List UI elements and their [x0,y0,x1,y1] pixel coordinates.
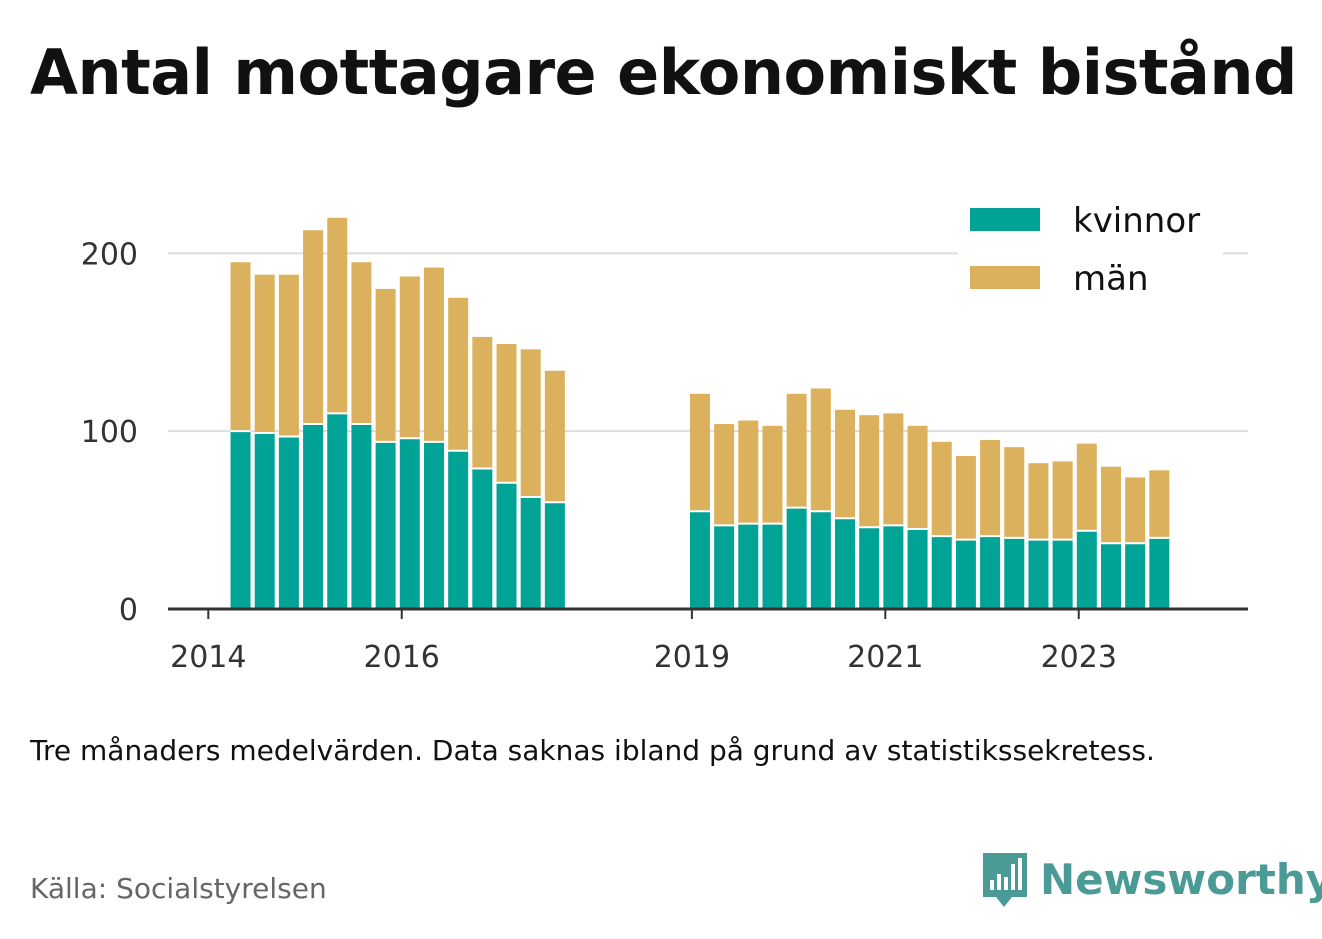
legend-swatch-man [970,266,1040,289]
bar-man-2015-05 [327,217,348,414]
bar-kvinnor-2014-11 [278,436,299,609]
bar-kvinnor-2019-05 [714,525,735,609]
bar-man-2017-05 [520,349,541,497]
bar-kvinnor-2014-08 [254,432,275,609]
bar-kvinnor-2022-11 [1052,539,1073,609]
bar-man-2023-02 [1076,443,1097,531]
bar-kvinnor-2022-02 [980,536,1001,609]
bar-kvinnor-2021-08 [931,536,952,609]
bar-kvinnor-2021-05 [907,528,928,609]
bar-man-2014-05 [230,262,251,432]
bar-man-2022-08 [1028,463,1049,540]
x-tick-label: 2021 [847,640,923,675]
bar-man-2015-11 [375,288,396,442]
bar-man-2021-08 [931,441,952,537]
bar-kvinnor-2015-02 [303,424,324,609]
bar-kvinnor-2023-11 [1149,537,1170,609]
legend: kvinnor män [958,195,1223,310]
bar-man-2014-11 [278,274,299,437]
bar-kvinnor-2022-08 [1028,539,1049,609]
bar-man-2020-11 [859,415,880,528]
y-tick-label: 0 [119,593,138,628]
bar-chart-speech-bubble-icon [983,853,1027,907]
bar-man-2022-02 [980,440,1001,537]
bar-kvinnor-2021-02 [883,525,904,609]
bar-man-2017-08 [544,370,565,503]
bar-man-2015-02 [303,230,324,425]
bar-man-2019-11 [762,425,783,524]
bar-man-2019-02 [689,393,710,512]
bars [230,217,1170,609]
bar-man-2020-02 [786,393,807,508]
source-text: Källa: Socialstyrelsen [30,872,327,905]
brand-name: Newsworthy [1040,854,1322,904]
y-tick-label: 200 [81,237,138,272]
y-tick-label: 100 [81,415,138,450]
bar-kvinnor-2019-08 [738,523,759,609]
legend-swatch-kvinnor [970,208,1040,231]
x-tick-label: 2016 [364,640,440,675]
bar-kvinnor-2016-11 [472,468,493,609]
bar-man-2021-11 [955,456,976,540]
bar-kvinnor-2023-02 [1076,530,1097,609]
bar-kvinnor-2023-05 [1100,543,1121,609]
bar-man-2020-05 [810,388,831,512]
bar-man-2019-08 [738,420,759,524]
bar-kvinnor-2015-08 [351,424,372,609]
bar-kvinnor-2017-08 [544,502,565,609]
bar-man-2016-02 [399,276,420,439]
bar-kvinnor-2020-08 [835,518,856,609]
stacked-bar-chart: 0 100 200 2014 2016 2019 2021 2023 kvinnor män [80,195,1248,675]
bar-kvinnor-2017-02 [496,482,517,609]
bar-kvinnor-2019-11 [762,523,783,609]
bar-man-2022-11 [1052,461,1073,540]
bar-man-2021-05 [907,425,928,529]
bar-man-2016-11 [472,336,493,469]
bar-kvinnor-2016-08 [448,450,469,609]
bar-kvinnor-2021-11 [955,539,976,609]
chart-note: Tre månaders medelvärden. Data saknas ib… [30,734,1155,767]
bar-kvinnor-2020-02 [786,507,807,609]
bar-man-2016-05 [423,267,444,442]
bar-man-2014-08 [254,274,275,433]
bar-kvinnor-2022-05 [1004,537,1025,609]
bar-man-2023-05 [1100,466,1121,544]
brand-logo: Newsworthy [980,850,1322,908]
bar-man-2015-08 [351,262,372,425]
bar-man-2023-11 [1149,470,1170,538]
bar-kvinnor-2017-05 [520,496,541,609]
legend-label-man: män [1073,259,1149,299]
x-tick-label: 2019 [654,640,730,675]
bar-kvinnor-2020-11 [859,527,880,609]
bar-man-2017-02 [496,344,517,483]
bar-kvinnor-2016-05 [423,441,444,609]
bar-kvinnor-2019-02 [689,511,710,609]
x-tick-label: 2014 [170,640,246,675]
bar-man-2016-08 [448,297,469,451]
axes: 2014 2016 2019 2021 2023 [168,607,1248,675]
bar-man-2023-08 [1125,477,1146,544]
bar-kvinnor-2014-05 [230,431,251,609]
bar-kvinnor-2020-05 [810,511,831,609]
bar-man-2019-05 [714,424,735,526]
bar-man-2021-02 [883,413,904,526]
bar-kvinnor-2015-05 [327,413,348,609]
chart-title: Antal mottagare ekonomiskt bistånd [30,36,1297,109]
bar-kvinnor-2016-02 [399,438,420,609]
x-tick-label: 2023 [1041,640,1117,675]
bar-kvinnor-2023-08 [1125,543,1146,609]
bar-man-2022-05 [1004,447,1025,538]
legend-label-kvinnor: kvinnor [1073,201,1200,241]
bar-man-2020-08 [835,409,856,519]
bar-kvinnor-2015-11 [375,441,396,609]
